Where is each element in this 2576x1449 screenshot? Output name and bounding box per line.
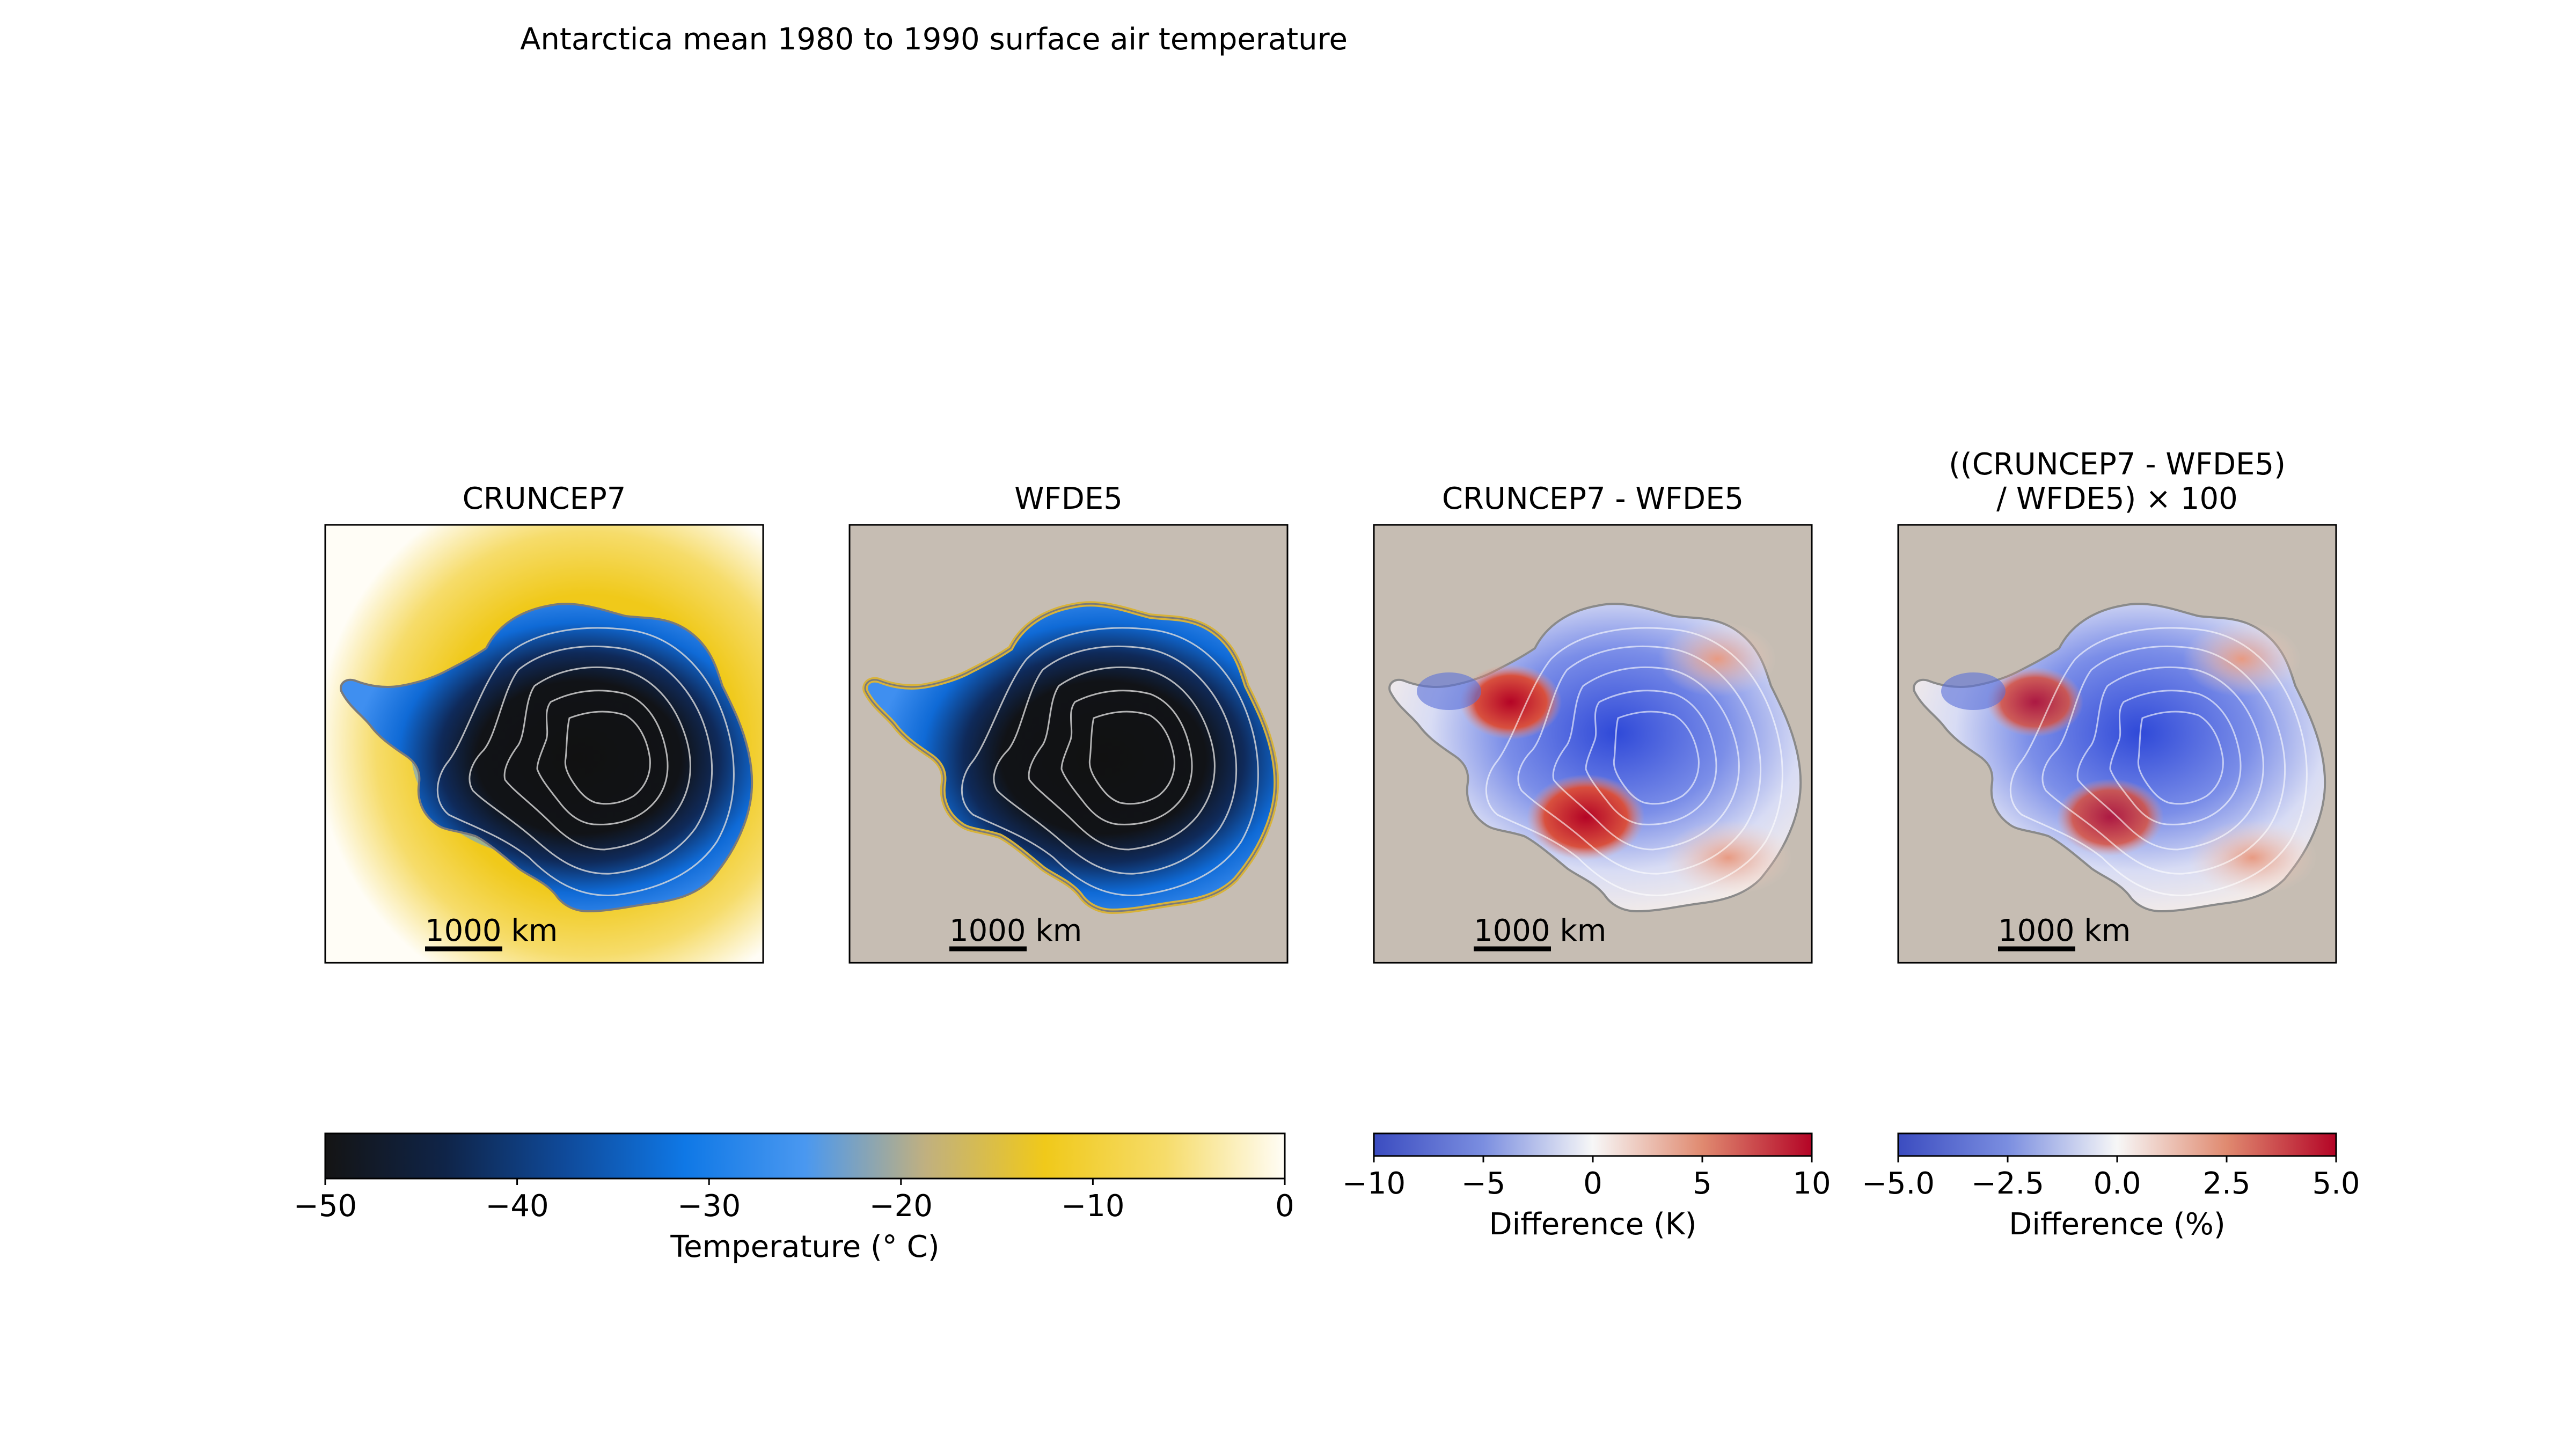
map-panel-difference: CRUNCEP7 - WFDE5 1000 km (1373, 481, 1813, 964)
cold-anomaly (1941, 672, 2006, 710)
colorbar-temperature: −50 −40 −30 −20 −10 0 Temperature (° C) (294, 1132, 1294, 1264)
colorbar-tick-label: −5.0 (1862, 1166, 1935, 1201)
colorbar-tick-label: 0 (1583, 1166, 1602, 1201)
colorbar-label: Difference (K) (1489, 1207, 1697, 1242)
colorbar-tick-label: −10 (1342, 1166, 1406, 1201)
map-frame (1373, 524, 1813, 964)
panel-title-line-1: ((CRUNCEP7 - WFDE5) (1949, 447, 2286, 482)
map-frame (324, 524, 764, 964)
warm-anomaly (1527, 774, 1645, 860)
warm-anomaly (2057, 779, 2164, 856)
colorbar-tick-label: 0 (1275, 1189, 1294, 1224)
colorbar-tick-label: 5.0 (2312, 1166, 2360, 1201)
colorbar-gradient (324, 1132, 1286, 1180)
figure-title: Antarctica mean 1980 to 1990 surface air… (520, 22, 1348, 57)
colorbar-gradient (1373, 1132, 1813, 1157)
colorbar-tick-label: −10 (1061, 1189, 1124, 1224)
colorbar-tick-label: −40 (486, 1189, 549, 1224)
panel-title: CRUNCEP7 - WFDE5 (1442, 481, 1744, 516)
colorbar-tick-label: 2.5 (2202, 1166, 2250, 1201)
scalebar-label: 1000 km (949, 913, 1082, 948)
map-panel-cruncep7: CRUNCEP7 1000 km (324, 481, 764, 964)
scalebar-label: 1000 km (1474, 913, 1606, 948)
map-frame (1897, 524, 2337, 964)
colorbar-tick-label: −30 (677, 1189, 741, 1224)
mild-anomaly (1664, 820, 1792, 895)
colorbar-tick-label: −50 (294, 1189, 357, 1224)
colorbar-tick-label: 5 (1693, 1166, 1712, 1201)
colorbar-label: Difference (%) (2009, 1207, 2225, 1242)
scalebar-label: 1000 km (1998, 913, 2131, 948)
panel-title: WFDE5 (1014, 481, 1123, 516)
colorbar-tick-label: −2.5 (1971, 1166, 2044, 1201)
colorbar-tick-label: −20 (869, 1189, 933, 1224)
colorbar-label: Temperature (° C) (670, 1230, 939, 1264)
cold-anomaly (1417, 672, 1481, 710)
mild-anomaly (1658, 621, 1776, 697)
colorbar-difference-pct: −5.0 −2.5 0.0 2.5 5.0 Difference (%) (1862, 1132, 2360, 1242)
colorbar-tick-label: 10 (1792, 1166, 1831, 1201)
mild-anomaly (2188, 820, 2317, 895)
colorbar-gradient (1897, 1132, 2337, 1157)
map-panel-wfde5: WFDE5 1000 km (848, 481, 1289, 964)
colorbar-difference-k: −10 −5 0 5 10 Difference (K) (1342, 1132, 1831, 1242)
map-frame (848, 524, 1289, 964)
panel-title: CRUNCEP7 (463, 481, 626, 516)
colorbar-tick-label: −5 (1461, 1166, 1506, 1201)
colorbar-tick-label: 0.0 (2093, 1166, 2141, 1201)
scalebar-label: 1000 km (425, 913, 558, 948)
map-panel-percent-difference: ((CRUNCEP7 - WFDE5) / WFDE5) × 100 1000 … (1897, 447, 2337, 964)
mild-anomaly (2183, 621, 2301, 697)
panel-title-line-2: / WFDE5) × 100 (1996, 481, 2238, 516)
